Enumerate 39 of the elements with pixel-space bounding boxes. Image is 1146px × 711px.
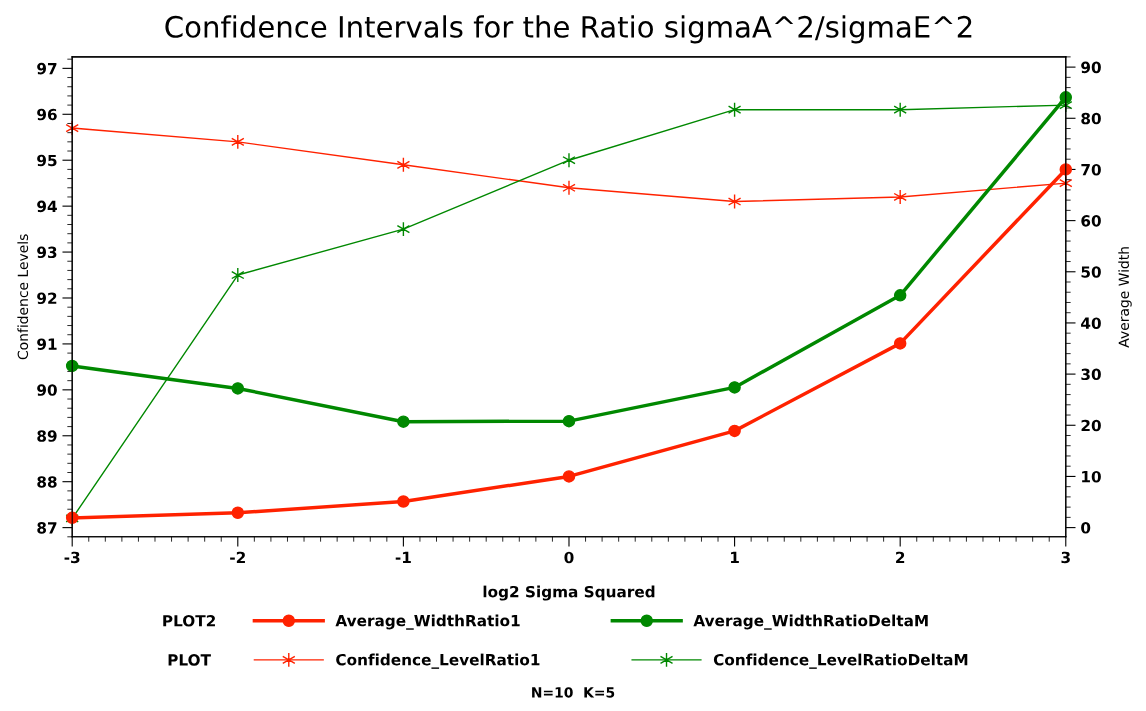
chart-title: Confidence Intervals for the Ratio sigmaA^2/sigmaE^2 [165,15,972,44]
y-tick-label: 93 [37,246,57,259]
y-tick-label: 96 [37,108,57,121]
legend-label: Average_WidthRatioDeltaM [693,614,928,630]
x-tick-label: -2 [230,551,245,563]
legend-label: Confidence_LevelRatio1 [336,653,540,669]
y-tick-label: 95 [37,154,57,167]
legend-label: Average_WidthRatio1 [335,614,520,630]
y-tick-label: 90 [37,384,57,396]
y2-tick-label: 90 [1081,61,1101,74]
y-tick-label: 92 [37,292,57,305]
x-tick-label: -1 [395,551,411,563]
y2-tick-label: 30 [1081,368,1101,381]
legend-label: Confidence_LevelRatioDeltaM [713,653,968,669]
x-tick-label: 2 [896,551,905,563]
y-tick-label: 88 [37,476,57,488]
y-axis-title: Confidence Levels [17,234,29,360]
y2-tick-label: 70 [1081,163,1101,176]
y2-tick-label: 0 [1081,522,1091,534]
text: PLOT2 [163,615,215,627]
text: PLOT [168,654,211,666]
y-tick-label: 91 [37,338,57,350]
text: N=10 K=5 [532,687,615,698]
y2-axis-title: Average Width [1118,247,1132,348]
y2-tick-label: 80 [1081,112,1101,125]
y-tick-label: 94 [37,200,57,213]
y-tick-label: 87 [37,522,57,534]
y-tick-label: 89 [37,430,57,442]
y2-tick-label: 40 [1081,317,1101,329]
y2-tick-label: 10 [1082,470,1101,483]
x-tick-label: 3 [1061,551,1070,564]
x-tick-label: 0 [564,551,574,564]
x-tick-label: 1 [730,551,739,563]
x-tick-label: -3 [64,551,80,564]
y2-tick-label: 20 [1081,419,1101,432]
x-axis-title: log2 Sigma Squared [483,585,655,601]
y-tick-label: 97 [37,62,57,75]
y2-tick-label: 60 [1081,215,1101,227]
y2-tick-label: 50 [1081,266,1101,278]
